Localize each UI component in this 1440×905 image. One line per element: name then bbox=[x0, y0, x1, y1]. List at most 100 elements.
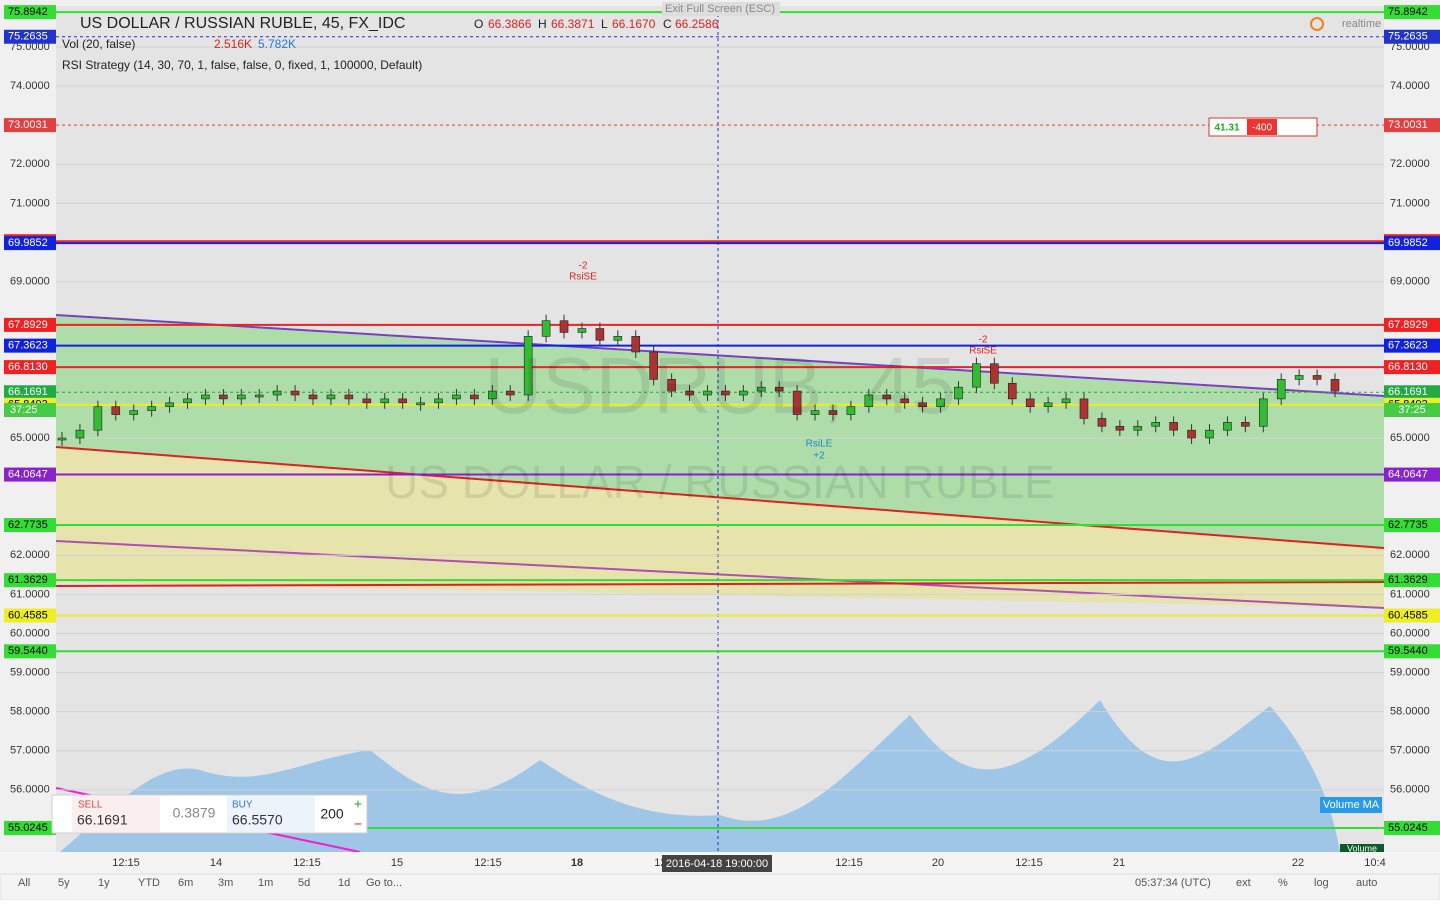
price-tick-label: 72.0000 bbox=[10, 158, 50, 170]
candle bbox=[900, 398, 909, 404]
level-label: 64.0647 bbox=[8, 468, 48, 480]
time-label: 12:15 bbox=[293, 857, 321, 869]
level-label: 75.2635 bbox=[8, 31, 48, 43]
candle bbox=[739, 390, 748, 396]
candle bbox=[416, 402, 425, 406]
option-button[interactable]: ext bbox=[1236, 877, 1251, 889]
price-tick-label: 69.0000 bbox=[10, 276, 50, 288]
candle bbox=[649, 351, 658, 380]
option-button[interactable]: % bbox=[1278, 877, 1288, 889]
price-tick-label: 57.0000 bbox=[10, 745, 50, 757]
level-tag bbox=[1384, 236, 1440, 251]
candle bbox=[344, 394, 354, 400]
level-tag bbox=[1384, 820, 1440, 835]
price-tick-label: 60.0000 bbox=[1390, 627, 1430, 639]
buy-button[interactable] bbox=[227, 796, 315, 832]
level-tag bbox=[1384, 608, 1440, 623]
candle bbox=[1043, 402, 1053, 408]
time-label: 21 bbox=[1113, 857, 1125, 869]
countdown: 37:25 bbox=[10, 404, 38, 416]
range-button[interactable]: 1y bbox=[98, 877, 110, 889]
time-label: 12:15 bbox=[474, 857, 502, 869]
volume-legend: Vol (20, false) bbox=[62, 37, 135, 51]
option-button[interactable]: log bbox=[1314, 877, 1329, 889]
price-tick-label: 60.0000 bbox=[10, 627, 50, 639]
time-label: 14 bbox=[210, 857, 222, 869]
candle bbox=[792, 390, 802, 415]
time-label: 12:15 bbox=[112, 857, 140, 869]
level-label: 66.1691 bbox=[1388, 386, 1428, 398]
order-qty[interactable]: -400 bbox=[1252, 123, 1272, 134]
candle bbox=[57, 437, 67, 441]
candle bbox=[595, 328, 605, 341]
channel-fill bbox=[56, 315, 1384, 548]
candle bbox=[165, 402, 174, 408]
level-tag bbox=[4, 608, 56, 623]
time-label: 22 bbox=[1292, 857, 1304, 869]
signal-name: RsiLE bbox=[806, 439, 833, 450]
range-button[interactable]: YTD bbox=[138, 877, 160, 889]
quantity[interactable]: 200 bbox=[320, 806, 344, 822]
goto-button[interactable]: Go to... bbox=[366, 877, 402, 889]
level-label: 66.8130 bbox=[1388, 361, 1428, 373]
qty-plus[interactable]: + bbox=[354, 796, 362, 812]
range-button[interactable]: 5y bbox=[58, 877, 70, 889]
candle bbox=[810, 410, 820, 415]
level-tag bbox=[4, 338, 56, 353]
signal-qty: +2 bbox=[813, 451, 825, 462]
price-tick-label: 58.0000 bbox=[1390, 706, 1430, 718]
exit-button[interactable] bbox=[662, 2, 780, 16]
level-tag bbox=[1384, 118, 1440, 133]
range-button[interactable]: 5d bbox=[298, 877, 310, 889]
price-tick-label: 58.0000 bbox=[10, 706, 50, 718]
candle bbox=[93, 406, 103, 431]
level-label: 75.8942 bbox=[8, 6, 48, 18]
order-price[interactable]: 41.31 bbox=[1214, 123, 1239, 134]
candle bbox=[1205, 429, 1214, 439]
candle bbox=[990, 363, 999, 384]
signal-qty: -2 bbox=[979, 335, 988, 346]
candle bbox=[1097, 418, 1107, 427]
price-tick-label: 62.0000 bbox=[1390, 549, 1430, 561]
volume-ma-area bbox=[60, 700, 1340, 852]
price-tick-label: 69.0000 bbox=[1390, 276, 1430, 288]
warning-icon[interactable] bbox=[1310, 17, 1324, 31]
trend-line bbox=[55, 314, 1385, 397]
signal-name: RsiSE bbox=[569, 272, 597, 283]
countdown-tag bbox=[4, 403, 56, 417]
sell-button[interactable] bbox=[72, 796, 160, 832]
buy-label[interactable]: BUY bbox=[232, 800, 253, 811]
volume-ma-tag bbox=[1320, 797, 1382, 813]
candle bbox=[290, 390, 300, 396]
candle bbox=[1115, 425, 1125, 431]
watermark-symbol: USDRUB, 45 bbox=[484, 341, 955, 430]
candle bbox=[219, 394, 228, 400]
candle bbox=[1330, 379, 1340, 392]
trend-line bbox=[55, 540, 1385, 609]
range-button[interactable]: 6m bbox=[178, 877, 193, 889]
candle bbox=[488, 390, 497, 400]
range-button[interactable]: 3m bbox=[218, 877, 233, 889]
level-label: 75.2635 bbox=[1388, 31, 1428, 43]
candle bbox=[774, 386, 784, 392]
qty-minus[interactable]: − bbox=[354, 816, 362, 832]
range-button[interactable]: 1m bbox=[258, 877, 273, 889]
range-button[interactable]: All bbox=[18, 877, 30, 889]
time-label: 20 bbox=[932, 857, 944, 869]
level-tag bbox=[4, 236, 56, 251]
candle bbox=[1223, 422, 1232, 431]
option-button[interactable]: auto bbox=[1356, 877, 1377, 889]
candle bbox=[1151, 422, 1161, 427]
candle bbox=[434, 398, 443, 404]
sell-price[interactable]: 66.1691 bbox=[77, 812, 128, 828]
volume-ma-value: 5.782K bbox=[258, 37, 296, 51]
range-button[interactable]: 1d bbox=[338, 877, 350, 889]
level-label: 62.7735 bbox=[8, 519, 48, 531]
sell-label[interactable]: SELL bbox=[78, 800, 103, 811]
candle bbox=[380, 398, 390, 404]
level-tag bbox=[4, 385, 56, 400]
ohlc-value: 66.3871 bbox=[551, 17, 595, 31]
exit-text[interactable]: Exit Full Screen (ESC) bbox=[665, 3, 775, 15]
level-tag bbox=[4, 467, 56, 482]
buy-price[interactable]: 66.5570 bbox=[232, 812, 283, 828]
